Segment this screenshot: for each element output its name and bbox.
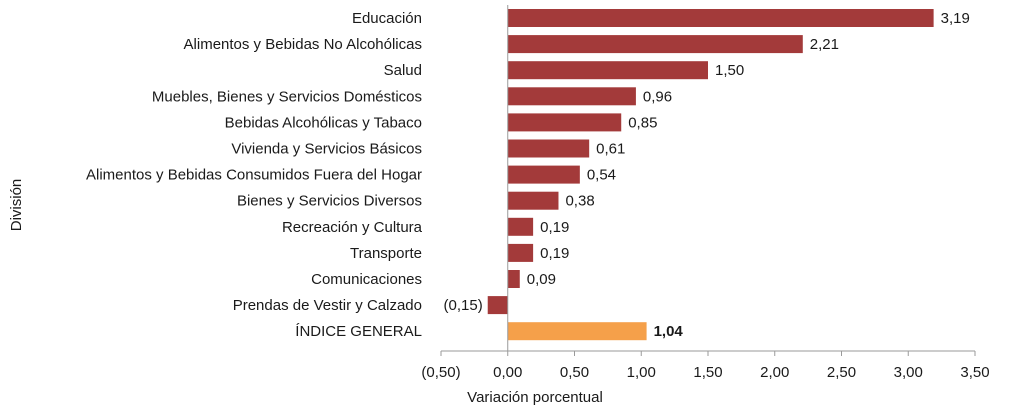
x-tick-label: 2,00 <box>760 364 789 381</box>
x-tick-label: 1,50 <box>693 364 722 381</box>
category-label: Bebidas Alcohólicas y Tabaco <box>225 114 422 131</box>
bar <box>507 165 580 184</box>
value-label: 0,38 <box>565 193 594 210</box>
category-label: Muebles, Bienes y Servicios Domésticos <box>152 88 422 105</box>
category-label: Vivienda y Servicios Básicos <box>231 141 422 158</box>
category-label: Comunicaciones <box>311 271 422 288</box>
x-tick-label: 3,50 <box>960 364 989 381</box>
value-label: 0,85 <box>628 114 657 131</box>
category-label: Salud <box>384 62 422 79</box>
category-label: ÍNDICE GENERAL <box>295 323 422 340</box>
value-label: 0,09 <box>527 271 556 288</box>
category-label: Alimentos y Bebidas Consumidos Fuera del… <box>86 167 422 184</box>
bar <box>507 243 534 262</box>
bar <box>507 87 636 106</box>
x-axis-title: Variación porcentual <box>467 389 603 406</box>
bar <box>507 139 590 158</box>
category-label: Bienes y Servicios Diversos <box>237 193 422 210</box>
value-label: 2,21 <box>810 36 839 53</box>
category-label: Transporte <box>350 245 422 262</box>
x-tick-label: 1,00 <box>627 364 656 381</box>
x-tick-label: (0,50) <box>421 364 460 381</box>
value-label: 0,19 <box>540 219 569 236</box>
category-label: Recreación y Cultura <box>282 219 423 236</box>
bar <box>507 270 520 288</box>
bar <box>507 217 534 236</box>
category-label: Prendas de Vestir y Calzado <box>233 297 422 314</box>
x-tick-labels: (0,50) 0,00 0,50 1,00 1,50 2,00 2,50 3,00 3,50 <box>421 351 990 381</box>
x-tick-label: 3,00 <box>894 364 923 381</box>
value-label: 0,19 <box>540 245 569 262</box>
value-labels: 3,19 2,21 1,50 0,96 0,850,61 0,54 0,38 0,19 0,19… <box>444 10 970 340</box>
x-tick-label: 0,00 <box>493 364 522 381</box>
bar <box>507 191 559 210</box>
bars <box>487 9 934 341</box>
value-label: 1,04 <box>654 323 684 340</box>
category-labels: Educación Alimentos y Bebidas No Alcohóli… <box>86 10 423 340</box>
bar <box>507 61 708 80</box>
x-tick-label: 2,50 <box>827 364 856 381</box>
x-tick-label: 0,50 <box>560 364 589 381</box>
value-label: 0,54 <box>587 167 616 184</box>
value-label: 0,96 <box>643 88 672 105</box>
category-label: Alimentos y Bebidas No Alcohólicas <box>184 36 422 53</box>
value-label: 0,61 <box>596 141 625 158</box>
bar <box>507 9 934 27</box>
value-label: 3,19 <box>941 10 970 27</box>
category-label: Educación <box>352 10 422 27</box>
y-axis-title: División <box>8 179 25 232</box>
value-label: (0,15) <box>444 297 483 314</box>
bar-indice-general <box>507 322 647 341</box>
bar <box>507 113 622 132</box>
bar <box>507 35 803 54</box>
value-label: 1,50 <box>715 62 744 79</box>
bar <box>487 296 508 315</box>
